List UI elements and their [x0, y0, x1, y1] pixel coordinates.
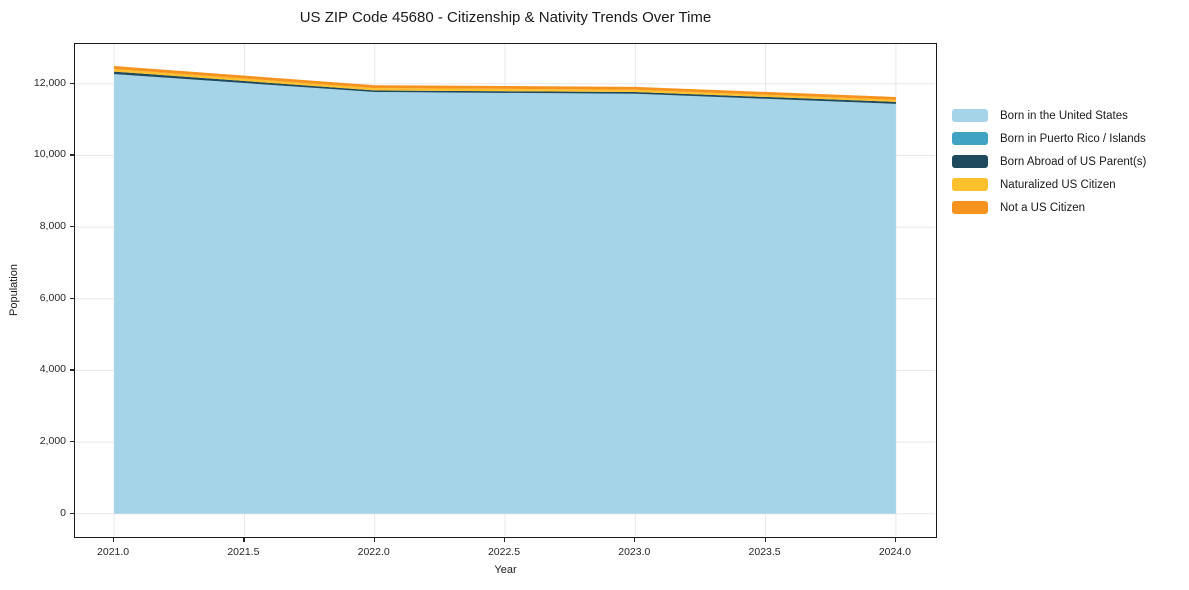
legend-item: Born Abroad of US Parent(s)	[952, 150, 1146, 173]
legend-label: Naturalized US Citizen	[1000, 178, 1116, 191]
area-series-born-in-the-united-states	[114, 74, 896, 514]
y-tick-label: 8,000	[39, 220, 66, 233]
x-tick-mark	[373, 538, 375, 542]
legend-swatch-icon	[952, 132, 988, 145]
legend-label: Not a US Citizen	[1000, 201, 1086, 214]
area-series-born-abroad-of-us-parent-s-	[114, 71, 896, 104]
y-axis-title: Population	[8, 264, 20, 316]
y-tick-mark	[70, 512, 74, 514]
area-series-naturalized-us-citizen	[114, 69, 896, 102]
x-tick-mark	[504, 538, 506, 542]
y-tick-label: 4,000	[39, 363, 66, 376]
y-tick-mark	[70, 441, 74, 443]
y-tick-mark	[70, 297, 74, 299]
x-tick-mark	[243, 538, 245, 542]
legend-item: Naturalized US Citizen	[952, 173, 1146, 196]
x-tick-mark	[113, 538, 115, 542]
x-axis-title: Year	[494, 564, 517, 576]
legend-swatch-icon	[952, 155, 988, 168]
legend-swatch-icon	[952, 201, 988, 214]
legend-item: Not a US Citizen	[952, 196, 1146, 219]
legend-label: Born in Puerto Rico / Islands	[1000, 132, 1146, 145]
legend-swatch-icon	[952, 109, 988, 122]
legend-item: Born in Puerto Rico / Islands	[952, 127, 1146, 150]
y-tick-label: 12,000	[33, 76, 66, 89]
legend: Born in the United States Born in Puerto …	[952, 104, 1146, 219]
y-tick-mark	[70, 82, 74, 84]
stacked-area-canvas	[75, 44, 935, 536]
x-tick-label: 2021.5	[227, 546, 260, 558]
y-tick-label: 0	[60, 506, 66, 519]
y-tick-mark	[70, 226, 74, 228]
x-tick-label: 2023.5	[748, 546, 781, 558]
chart-title: US ZIP Code 45680 - Citizenship & Nativi…	[299, 9, 712, 26]
y-tick-mark	[70, 154, 74, 156]
x-tick-label: 2023.0	[618, 546, 651, 558]
x-tick-label: 2024.0	[878, 546, 911, 558]
legend-item: Born in the United States	[952, 104, 1146, 127]
x-tick-label: 2022.0	[357, 546, 390, 558]
plot-area	[74, 43, 937, 538]
x-tick-label: 2022.5	[487, 546, 521, 558]
legend-label: Born in the United States	[1000, 109, 1128, 122]
x-tick-label: 2021.0	[97, 546, 130, 558]
y-tick-mark	[70, 369, 74, 371]
x-tick-mark	[894, 538, 897, 542]
legend-label: Born Abroad of US Parent(s)	[1000, 155, 1147, 168]
y-tick-label: 2,000	[39, 435, 66, 448]
y-tick-label: 6,000	[39, 291, 66, 304]
y-tick-label: 10,000	[33, 148, 66, 161]
x-tick-mark	[634, 538, 636, 542]
legend-swatch-icon	[952, 178, 988, 191]
x-tick-mark	[764, 538, 766, 542]
area-series-not-a-us-citizen	[114, 66, 896, 100]
